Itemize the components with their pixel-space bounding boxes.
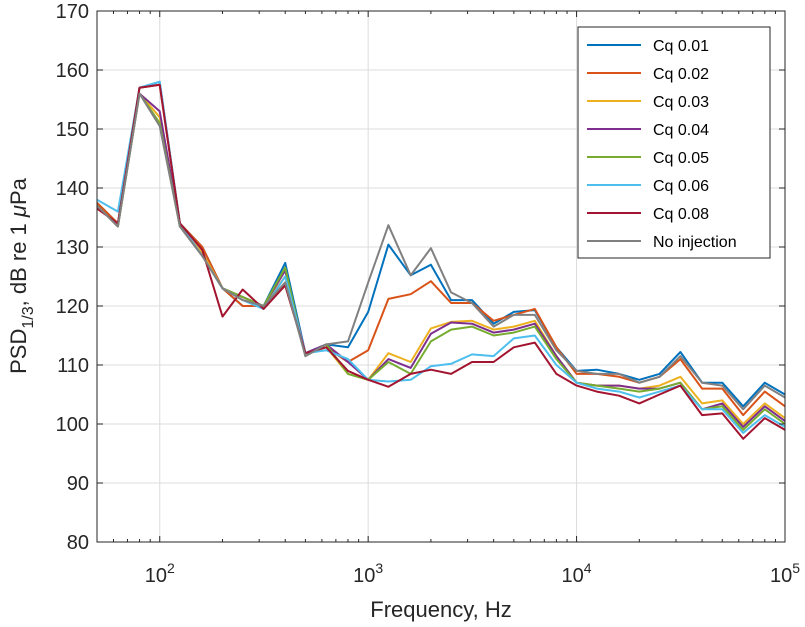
y-tick-label: 140	[56, 178, 89, 200]
x-tick-label: 103	[353, 560, 383, 587]
y-label-unit: Pa	[6, 177, 31, 205]
y-tick-label: 90	[67, 473, 89, 495]
y-tick-label: 100	[56, 414, 89, 436]
y-label-mu: μ	[6, 205, 31, 218]
y-tick-label: 160	[56, 60, 89, 82]
series-line-no-injection	[96, 92, 786, 411]
legend-label-cq-0-02: Cq 0.02	[653, 66, 709, 83]
legend-label-cq-0-03: Cq 0.03	[653, 94, 709, 111]
y-tick-label: 170	[56, 1, 89, 23]
y-tick-label: 130	[56, 237, 89, 259]
series-line-cq-0-08	[96, 83, 786, 440]
y-label-rest: , dB re 1	[6, 217, 31, 306]
legend: Cq 0.01 Cq 0.02 Cq 0.03 Cq 0.04 Cq 0.05 Cq 0.…	[577, 26, 771, 259]
legend-box	[577, 26, 771, 259]
legend-label-cq-0-01: Cq 0.01	[653, 38, 709, 55]
y-tick-label: 110	[57, 355, 89, 377]
x-tick-label: 102	[145, 560, 175, 587]
y-axis-label: PSD1/3, dB re 1 μPa	[6, 177, 37, 374]
legend-label-cq-0-04: Cq 0.04	[653, 122, 709, 139]
y-label-main: PSD	[6, 329, 31, 374]
plot-frame	[96, 10, 786, 543]
y-tick-label: 120	[56, 296, 89, 318]
y-label-subscript: 1/3	[20, 306, 37, 328]
legend-label-no-injection: No injection	[653, 234, 737, 251]
y-tick-labels: 80 90 100 110 120 130 140 150 160 170	[56, 1, 89, 554]
axis-ticks	[96, 10, 786, 543]
x-tick-labels: 102 103 104 105	[145, 560, 801, 587]
x-axis-label: Frequency, Hz	[370, 597, 511, 622]
series-lines	[96, 80, 786, 440]
x-tick-label: 105	[770, 560, 800, 587]
x-tick-label: 104	[562, 560, 592, 587]
series-line-cq-0-02	[96, 83, 786, 417]
y-tick-label: 80	[67, 532, 89, 554]
legend-label-cq-0-08: Cq 0.08	[653, 206, 709, 223]
y-tick-label: 150	[56, 119, 89, 141]
legend-label-cq-0-06: Cq 0.06	[653, 178, 709, 195]
legend-label-cq-0-05: Cq 0.05	[653, 150, 709, 167]
